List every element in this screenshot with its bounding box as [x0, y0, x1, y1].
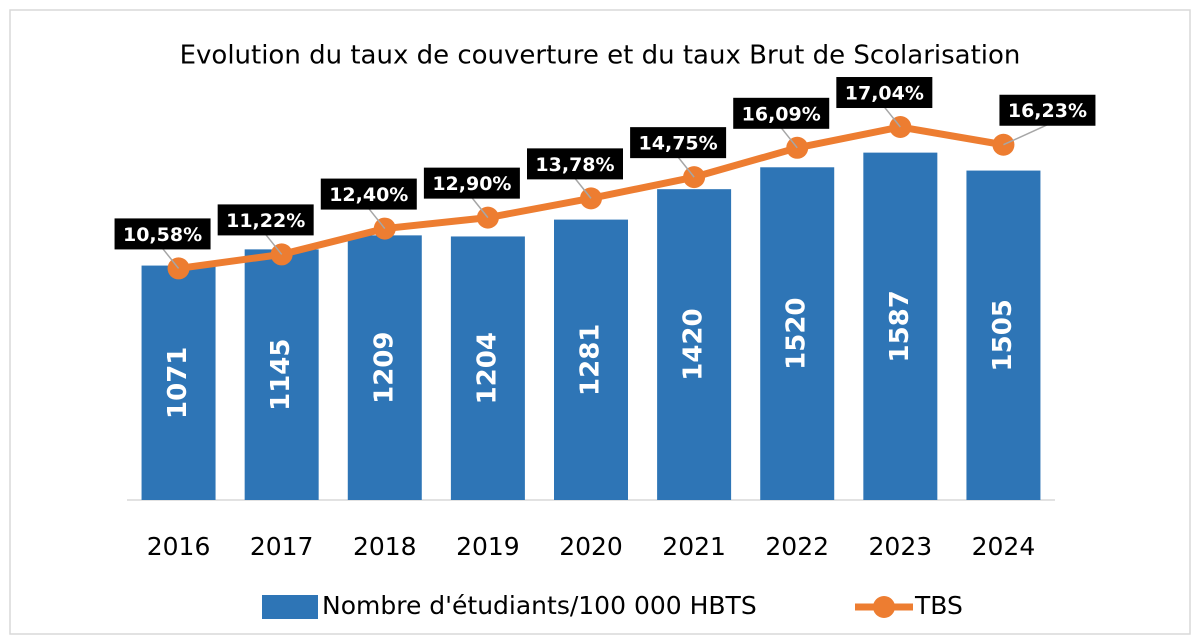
chart-title: Evolution du taux de couverture et du ta…	[180, 41, 1021, 71]
data-label: 12,90%	[432, 173, 511, 195]
bar-value-label: 1145	[266, 338, 296, 410]
bar-value-label: 1420	[679, 308, 709, 380]
bar	[966, 170, 1041, 501]
label-leader	[471, 197, 489, 219]
bar-value-label: 1204	[472, 332, 502, 404]
bar	[244, 249, 319, 500]
legend-label: Nombre d'étudiants/100 000 HBTS	[322, 591, 757, 620]
bar-value-label: 1520	[782, 297, 812, 369]
data-label-box	[217, 204, 314, 236]
x-tick-label: 2021	[662, 532, 726, 561]
data-label: 16,09%	[742, 103, 821, 125]
data-label-box	[114, 218, 211, 250]
label-leader	[677, 156, 695, 178]
legend-swatch	[262, 595, 318, 619]
data-label-box	[733, 97, 830, 129]
data-label-box	[527, 148, 623, 180]
data-label: 10,58%	[123, 224, 202, 246]
label-leader	[1003, 124, 1048, 146]
data-label: 16,23%	[1008, 100, 1087, 122]
x-tick-label: 2023	[869, 532, 933, 561]
line-marker	[270, 243, 293, 266]
data-label: 17,04%	[845, 83, 924, 105]
bar-value-label: 1505	[988, 299, 1018, 371]
bar-value-label: 1587	[885, 290, 915, 362]
x-tick-label: 2019	[456, 532, 520, 561]
x-tick-label: 2018	[353, 532, 417, 561]
data-label: 14,75%	[639, 133, 718, 155]
data-label-box	[320, 178, 417, 210]
data-label: 12,40%	[329, 184, 408, 206]
x-tick-label: 2020	[559, 532, 623, 561]
data-label: 11,22%	[226, 210, 305, 232]
bar	[657, 189, 732, 500]
bar	[760, 167, 835, 501]
label-leader	[780, 127, 798, 149]
bar-value-label: 1209	[369, 331, 399, 403]
data-label: 13,78%	[535, 154, 614, 176]
bar-value-label: 1281	[576, 324, 606, 396]
label-leader	[265, 233, 283, 255]
bar	[450, 236, 525, 501]
data-label-box	[836, 77, 933, 109]
x-tick-label: 2022	[765, 532, 829, 561]
label-leader	[161, 247, 180, 269]
x-tick-label: 2017	[250, 532, 314, 561]
label-leader	[574, 177, 592, 199]
legend-swatch-marker	[873, 596, 895, 618]
label-leader	[883, 106, 901, 128]
x-tick-label: 2024	[972, 532, 1036, 561]
bar	[554, 219, 628, 500]
bar	[141, 265, 216, 500]
label-leader	[368, 208, 386, 230]
bar	[347, 235, 422, 500]
data-label-box	[423, 167, 520, 199]
bar-value-label: 1071	[163, 347, 193, 419]
data-label-box	[999, 94, 1096, 126]
legend-label: TBS	[914, 591, 963, 620]
x-tick-label: 2016	[147, 532, 211, 561]
data-label-box	[630, 127, 727, 159]
bar	[863, 152, 938, 500]
